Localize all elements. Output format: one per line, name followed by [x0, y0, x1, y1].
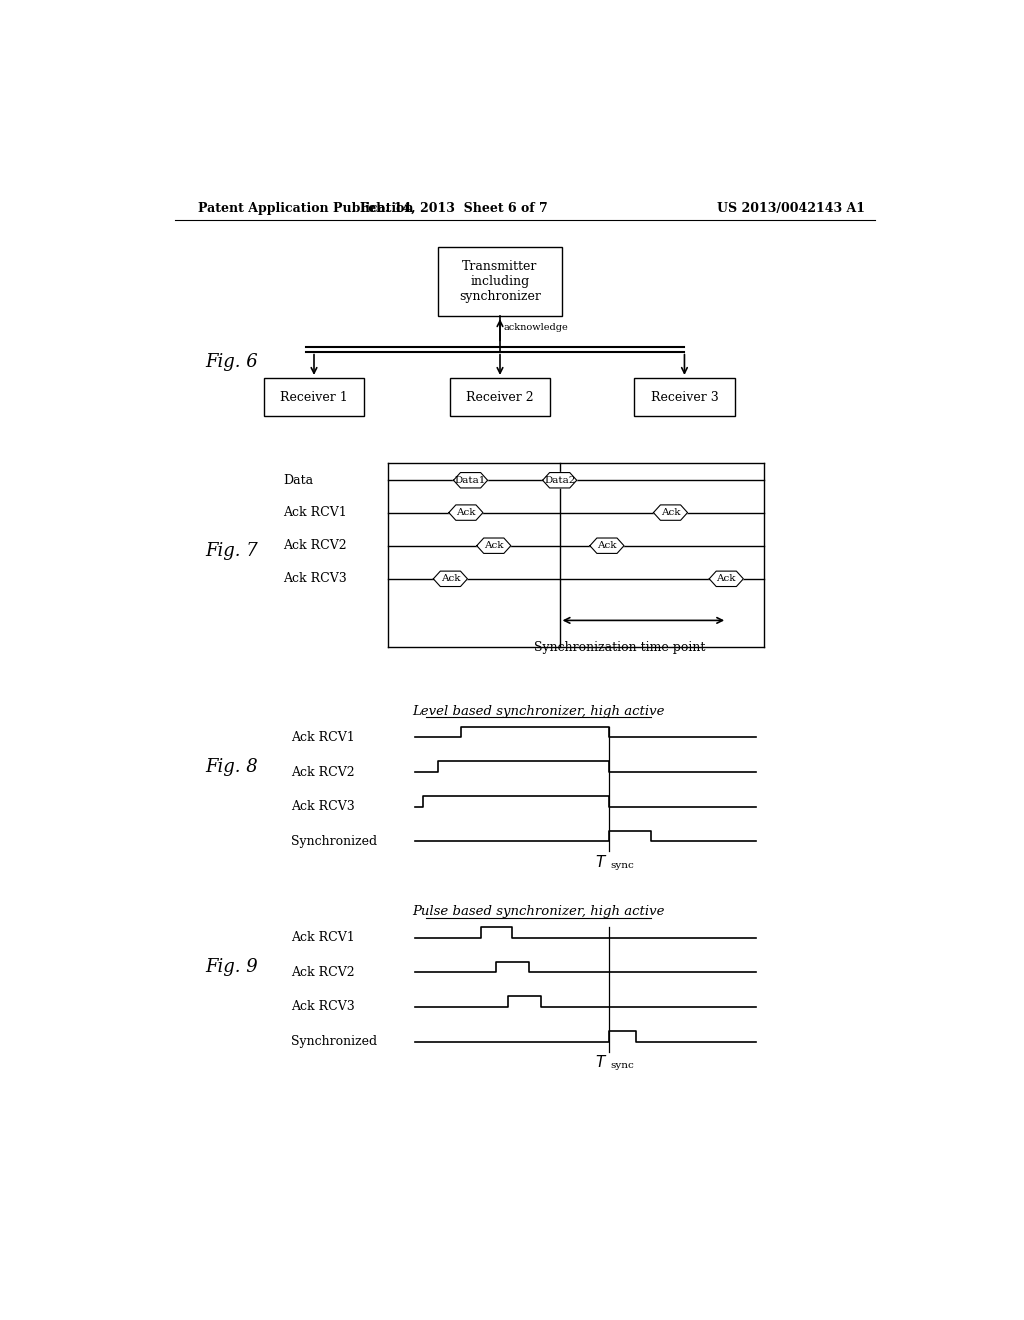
Text: Ack RCV3: Ack RCV3 — [283, 573, 347, 585]
Text: Ack RCV2: Ack RCV2 — [283, 539, 347, 552]
Text: Ack: Ack — [456, 508, 476, 517]
FancyBboxPatch shape — [438, 247, 562, 317]
Polygon shape — [590, 539, 624, 553]
Text: Ack RCV1: Ack RCV1 — [291, 931, 354, 944]
Text: acknowledge: acknowledge — [503, 322, 568, 331]
Text: Ack: Ack — [717, 574, 736, 583]
FancyBboxPatch shape — [450, 378, 550, 416]
Text: Fig. 7: Fig. 7 — [206, 543, 258, 560]
Text: Level based synchronizer, high active: Level based synchronizer, high active — [413, 705, 665, 718]
Text: Transmitter
including
synchronizer: Transmitter including synchronizer — [459, 260, 541, 304]
Text: Ack: Ack — [484, 541, 504, 550]
Polygon shape — [433, 572, 467, 586]
Text: Data2: Data2 — [544, 475, 575, 484]
Polygon shape — [477, 539, 511, 553]
Polygon shape — [543, 473, 577, 488]
Text: Ack: Ack — [597, 541, 616, 550]
Text: Receiver 3: Receiver 3 — [650, 391, 718, 404]
Text: US 2013/0042143 A1: US 2013/0042143 A1 — [717, 202, 865, 215]
Text: Fig. 9: Fig. 9 — [206, 958, 258, 975]
Text: Fig. 6: Fig. 6 — [206, 354, 258, 371]
Text: Ack RCV1: Ack RCV1 — [291, 731, 354, 744]
Text: Data1: Data1 — [455, 475, 486, 484]
Polygon shape — [449, 506, 483, 520]
Text: Receiver 2: Receiver 2 — [466, 391, 534, 404]
Text: Synchronized: Synchronized — [291, 834, 377, 847]
FancyBboxPatch shape — [634, 378, 735, 416]
Text: $\mathit{T}$: $\mathit{T}$ — [595, 854, 607, 870]
Text: Ack RCV2: Ack RCV2 — [291, 766, 354, 779]
Text: Data: Data — [283, 474, 313, 487]
Text: Feb. 14, 2013  Sheet 6 of 7: Feb. 14, 2013 Sheet 6 of 7 — [359, 202, 548, 215]
Text: Ack RCV3: Ack RCV3 — [291, 800, 354, 813]
Text: Synchronized: Synchronized — [291, 1035, 377, 1048]
FancyBboxPatch shape — [263, 378, 365, 416]
Text: Patent Application Publication: Patent Application Publication — [198, 202, 414, 215]
Text: Ack: Ack — [660, 508, 680, 517]
Text: Receiver 1: Receiver 1 — [281, 391, 348, 404]
Text: sync: sync — [610, 861, 634, 870]
Text: Ack: Ack — [440, 574, 460, 583]
Text: Ack RCV3: Ack RCV3 — [291, 1001, 354, 1014]
Text: sync: sync — [610, 1061, 634, 1071]
Text: Fig. 8: Fig. 8 — [206, 758, 258, 776]
Text: Ack RCV1: Ack RCV1 — [283, 506, 347, 519]
Text: $\mathit{T}$: $\mathit{T}$ — [595, 1055, 607, 1071]
Polygon shape — [454, 473, 487, 488]
Text: Synchronization time point: Synchronization time point — [535, 640, 706, 653]
Text: Pulse based synchronizer, high active: Pulse based synchronizer, high active — [413, 906, 665, 917]
Text: Ack RCV2: Ack RCV2 — [291, 966, 354, 979]
Polygon shape — [710, 572, 743, 586]
Polygon shape — [653, 506, 687, 520]
